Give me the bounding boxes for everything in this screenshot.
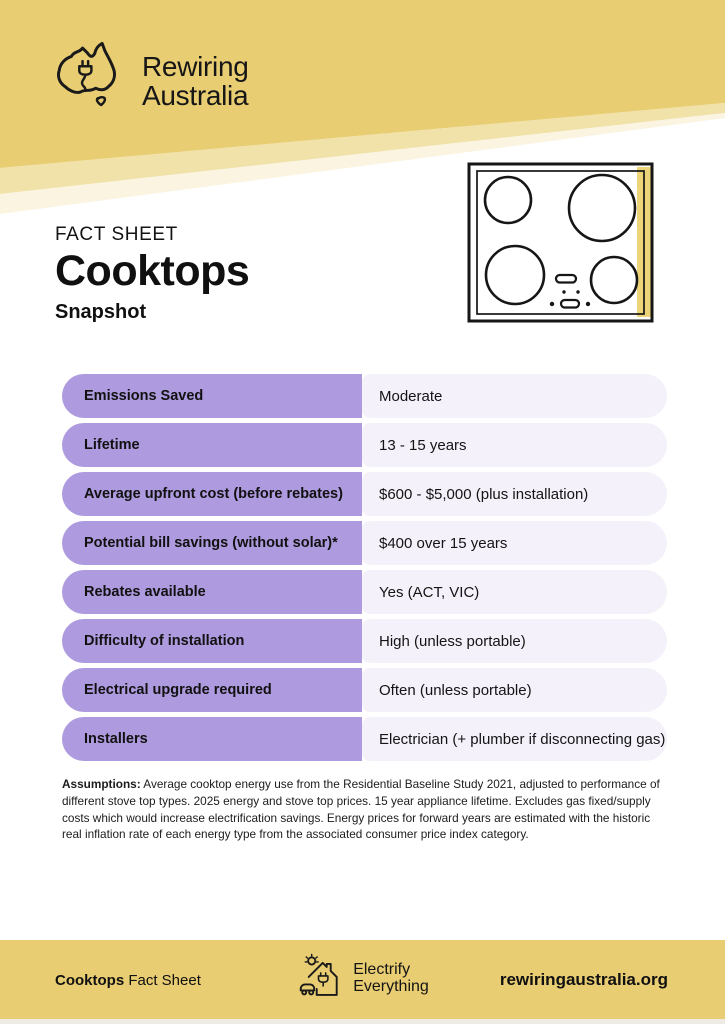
electrify-line: Electrify [353,960,411,978]
row-value: Electrician (+ plumber if disconnecting … [362,717,667,761]
row-label: Lifetime [62,423,362,467]
footer-doc-title-bold: Cooktops [55,971,125,989]
table-row: Rebates available Yes (ACT, VIC) [62,570,667,614]
row-value: Yes (ACT, VIC) [362,570,667,614]
table-row: Electrical upgrade required Often (unles… [62,668,667,712]
electrify-everything-house-icon [296,953,346,1004]
australia-map-plug-icon [48,36,132,118]
row-label: Emissions Saved [62,374,362,418]
website-url: rewiringaustralia.org [499,970,668,989]
cooktop-illustration [466,160,656,330]
table-row: Lifetime 13 - 15 years [62,423,667,467]
row-value: $600 - $5,000 (plus installation) [362,472,667,516]
page-title: Cooktops [55,247,250,295]
assumptions-note: Assumptions: Average cooktop energy use … [62,776,670,843]
assumptions-label: Assumptions: [62,777,141,791]
eyebrow-label: FACT SHEET [55,224,178,245]
brand-name-line2: Australia [142,80,249,111]
title-block: FACT SHEET Cooktops Snapshot [55,224,250,324]
row-value: High (unless portable) [362,619,667,663]
page-subtitle: Snapshot [55,301,147,323]
assumptions-text: Average cooktop energy use from the Resi… [62,777,660,842]
brand-name-line1: Rewiring [142,51,249,82]
row-value: Moderate [362,374,667,418]
footer-bar: Cooktops Fact Sheet [0,940,725,1024]
table-row: Average upfront cost (before rebates) $6… [62,472,667,516]
row-label: Potential bill savings (without solar)* [62,521,362,565]
table-row: Difficulty of installation High (unless … [62,619,667,663]
table-row: Installers Electrician (+ plumber if dis… [62,717,667,761]
footer-doc-title: Cooktops Fact Sheet [55,972,201,989]
row-label: Rebates available [62,570,362,614]
table-row: Potential bill savings (without solar)* … [62,521,667,565]
row-label: Installers [62,717,362,761]
row-value: 13 - 15 years [362,423,667,467]
brand-name: Rewiring Australia [142,52,249,110]
footer-doc-title-rest: Fact Sheet [124,971,201,989]
electrify-everything-wordmark: Electrify Everything [353,960,429,995]
row-label: Electrical upgrade required [62,668,362,712]
row-value: Often (unless portable) [362,668,667,712]
everything-line: Everything [353,977,429,995]
row-label: Average upfront cost (before rebates) [62,472,362,516]
row-value: $400 over 15 years [362,521,667,565]
table-row: Emissions Saved Moderate [62,374,667,418]
page-bottom-edge [0,1019,725,1024]
brand-logo: Rewiring Australia [48,36,249,118]
snapshot-table: Emissions Saved Moderate Lifetime 13 - 1… [62,374,667,766]
row-label: Difficulty of installation [62,619,362,663]
electrify-everything-logo: Electrify Everything [296,953,429,1004]
